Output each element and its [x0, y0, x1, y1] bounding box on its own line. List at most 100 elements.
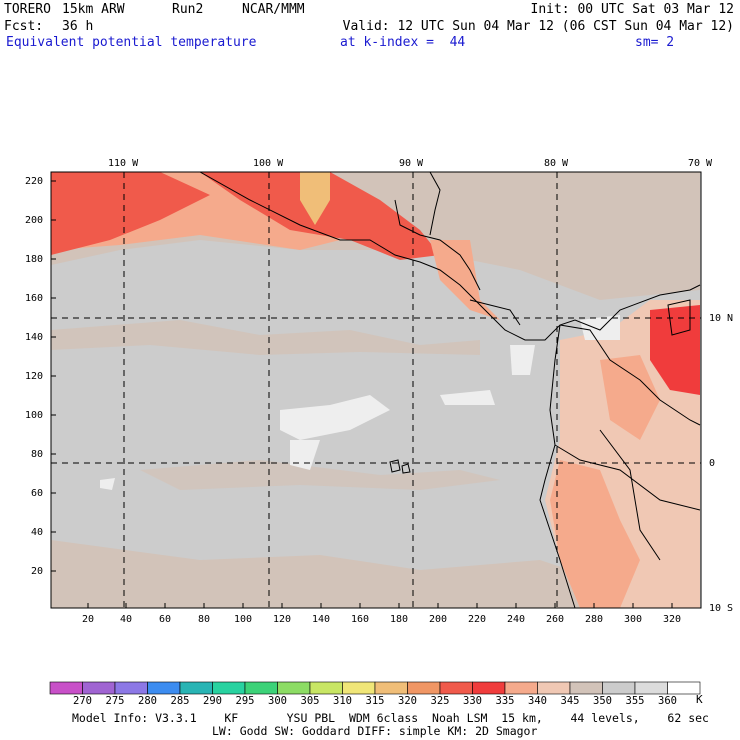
coastlines — [199, 172, 701, 608]
colorbar-swatch — [147, 681, 181, 695]
x-tick-label: 300 — [624, 614, 643, 625]
field-cool-patch — [100, 478, 115, 490]
smoothing-label: sm= 2 — [635, 35, 675, 50]
colorbar-swatch — [667, 681, 701, 695]
x-tick-label: 60 — [159, 614, 172, 625]
model-info: Model Info: V3.3.1 KF YSU PBL WDM 6class… — [72, 711, 709, 725]
field-peak-mexico — [300, 172, 330, 225]
y-tick-label: 200 — [25, 215, 44, 226]
y-tick-label: 80 — [31, 449, 44, 460]
colorbar-label: 295 — [235, 695, 255, 707]
lon-tick: 100 W — [253, 158, 284, 169]
colorbar-label: 270 — [73, 695, 92, 707]
x-tick-label: 320 — [663, 614, 682, 625]
colorbar-label: 320 — [398, 695, 417, 707]
lat-tick: 10 S — [709, 603, 734, 614]
field-hot-sa-west — [550, 460, 640, 608]
colorbar-swatch — [244, 681, 278, 695]
field-band-lower — [140, 460, 500, 490]
y-tick-label: 140 — [25, 332, 44, 343]
y-tick-label: 160 — [25, 293, 44, 304]
colorbar-swatch — [114, 681, 148, 695]
colorbar-swatch — [504, 681, 538, 695]
colorbar — [49, 681, 701, 695]
forecast-label: Fcst: — [4, 19, 44, 34]
lon-tick: 80 W — [544, 158, 569, 169]
y-tick-label: 220 — [25, 176, 44, 187]
map-frame — [50, 171, 702, 609]
colorbar-swatch — [309, 681, 343, 695]
valid-time: Valid: 12 UTC Sun 04 Mar 12 (06 CST Sun … — [342, 19, 734, 34]
field-warm-colombia — [600, 355, 660, 440]
colorbar-swatch — [407, 681, 441, 695]
colorbar-swatch — [569, 681, 603, 695]
physics-info: LW: Godd SW: Goddard DIFF: simple KM: 2D… — [212, 724, 538, 738]
colorbar-swatch — [634, 681, 668, 695]
x-tick-label: 280 — [585, 614, 604, 625]
lat-tick: 0 — [709, 458, 716, 469]
graticule — [51, 172, 701, 608]
field-cool-patch — [280, 395, 390, 440]
colorbar-label: 330 — [463, 695, 482, 707]
colorbar-swatch — [472, 681, 506, 695]
field-name: Equivalent potential temperature — [6, 35, 257, 50]
x-tick-label: 240 — [507, 614, 526, 625]
colorbar-swatch — [537, 681, 571, 695]
lon-tick: 70 W — [688, 158, 713, 169]
field-hot-sa-north — [650, 305, 700, 395]
x-tick-label: 140 — [312, 614, 331, 625]
x-tick-label: 200 — [429, 614, 448, 625]
field-hot-nw — [51, 172, 210, 255]
colorbar-label: 335 — [495, 695, 515, 707]
colorbar-label: 285 — [170, 695, 190, 707]
y-tick-label: 20 — [31, 566, 44, 577]
lon-tick: 90 W — [399, 158, 424, 169]
x-tick-label: 40 — [120, 614, 133, 625]
init-time: Init: 00 UTC Sat 03 Mar 12 — [530, 2, 735, 17]
y-tick-label: 180 — [25, 254, 44, 265]
org-label: NCAR/MMM — [242, 2, 305, 17]
x-tick-label: 20 — [82, 614, 95, 625]
colorbar-label: 350 — [593, 695, 612, 707]
colorbar-label: 300 — [268, 695, 287, 707]
colorbar-label: 355 — [625, 695, 645, 707]
y-tick-label: 120 — [25, 371, 44, 382]
field-warm-central-america — [430, 240, 500, 320]
run-label: Run2 — [172, 2, 204, 17]
colorbar-swatch — [439, 681, 473, 695]
colorbar-label: 340 — [528, 695, 547, 707]
colorbar-label: 360 — [658, 695, 677, 707]
forecast-hour: 36 h — [62, 19, 94, 34]
lat-tick: 10 N — [709, 313, 734, 324]
colorbar-swatch — [342, 681, 376, 695]
colorbar-label: 345 — [560, 695, 580, 707]
colorbar-swatch — [212, 681, 246, 695]
y-tick-label: 100 — [25, 410, 44, 421]
y-tick-label: 60 — [31, 488, 44, 499]
colorbar-unit: K — [696, 693, 703, 706]
x-tick-label: 80 — [198, 614, 211, 625]
x-tick-label: 220 — [468, 614, 487, 625]
colorbar-swatch — [49, 681, 83, 695]
field-cool-patch — [580, 315, 620, 340]
x-tick-label: 180 — [390, 614, 409, 625]
colorbar-label: 310 — [333, 695, 352, 707]
level-label: at k-index = 44 — [340, 35, 466, 50]
colorbar-label: 315 — [365, 695, 385, 707]
x-tick-label: 100 — [234, 614, 253, 625]
colorbar-swatch — [374, 681, 408, 695]
y-tick-marks — [51, 180, 56, 572]
colorbar-label: 280 — [138, 695, 157, 707]
field-band-south — [51, 540, 700, 608]
colorbar-label: 290 — [203, 695, 222, 707]
model-resolution: 15km ARW — [62, 2, 125, 17]
x-tick-label: 120 — [273, 614, 292, 625]
model-name: TORERO — [4, 2, 51, 17]
field-cool-patch — [510, 345, 535, 375]
y-tick-label: 40 — [31, 527, 44, 538]
colorbar-label: 305 — [300, 695, 320, 707]
lon-tick: 110 W — [108, 158, 139, 169]
colorbar-swatch — [82, 681, 116, 695]
x-tick-label: 160 — [351, 614, 370, 625]
